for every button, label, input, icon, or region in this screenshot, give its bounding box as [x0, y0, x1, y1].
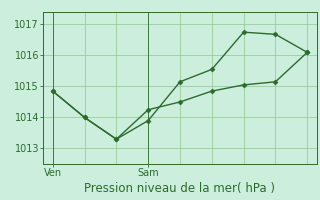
X-axis label: Pression niveau de la mer( hPa ): Pression niveau de la mer( hPa )	[84, 182, 276, 195]
